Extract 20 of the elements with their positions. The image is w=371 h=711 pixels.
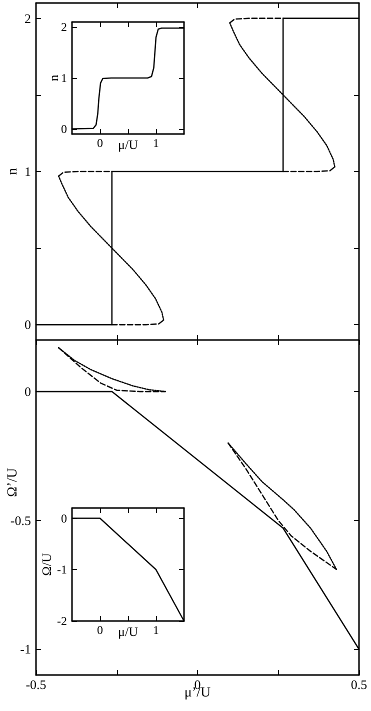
y-tick-label: 2: [24, 10, 31, 26]
y-tick-label: 0: [24, 384, 31, 400]
y-tick-label: 0: [61, 511, 67, 526]
y-axis-title: Ω’/U: [6, 468, 20, 498]
y-axis-title: Ω/U: [39, 552, 54, 576]
y-tick-label: 0: [24, 317, 31, 332]
x-axis-title: μ’/U: [184, 686, 211, 700]
y-tick-label: -1: [20, 642, 31, 657]
y-tick-label: -2: [57, 614, 67, 628]
y-tick-label: 2: [61, 20, 67, 34]
x-tick-label: 0.5: [350, 677, 368, 692]
y-tick-label: -0.5: [10, 512, 31, 528]
y-axis-title: n: [46, 74, 61, 82]
y-axis-title: n: [6, 168, 20, 175]
y-tick-label: 1: [61, 71, 67, 85]
y-tick-label: 1: [24, 164, 31, 179]
x-axis-title: μ/U: [118, 137, 139, 152]
y-tick-label: 0: [61, 122, 67, 136]
x-axis-title: μ/U: [118, 624, 139, 639]
y-tick-label: -1: [57, 562, 67, 577]
